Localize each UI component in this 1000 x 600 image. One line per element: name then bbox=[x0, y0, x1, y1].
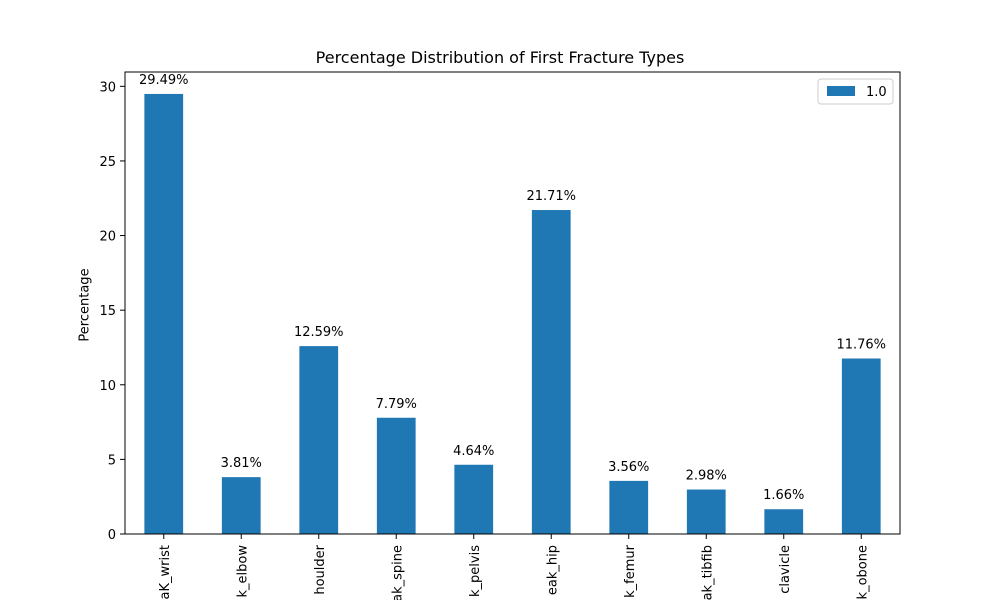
chart-title: Percentage Distribution of First Fractur… bbox=[315, 48, 685, 67]
x-tick-label: k_femur bbox=[623, 544, 638, 598]
y-tick-label: 15 bbox=[99, 304, 116, 319]
bar bbox=[609, 480, 649, 534]
y-tick-label: 20 bbox=[99, 230, 116, 245]
bar-value-label: 11.76% bbox=[836, 338, 886, 353]
bar-value-label: 21.71% bbox=[526, 189, 576, 204]
bar bbox=[144, 93, 184, 535]
legend: 1.0 bbox=[817, 78, 894, 105]
bar bbox=[764, 509, 804, 534]
x-tick-label: k_obone bbox=[855, 545, 870, 599]
x-tick-label: eak_hip bbox=[545, 545, 560, 595]
y-tick-label: 30 bbox=[99, 80, 116, 95]
y-axis: 0 5 10 15 20 25 30 bbox=[99, 80, 125, 543]
bar-value-label: 3.81% bbox=[221, 456, 262, 471]
x-axis: aK_wrist k_elbow houlder ak_spine k_pelvis ea… bbox=[158, 534, 870, 600]
bar bbox=[841, 358, 881, 534]
y-tick-label: 0 bbox=[108, 528, 116, 543]
x-tick-label: houlder bbox=[313, 544, 328, 594]
bar bbox=[686, 489, 726, 534]
bar-value-label: 12.59% bbox=[294, 325, 344, 340]
bar bbox=[221, 477, 261, 534]
bar-value-label: 29.49% bbox=[139, 73, 189, 88]
bar-value-label: 2.98% bbox=[686, 469, 727, 484]
legend-label: 1.0 bbox=[866, 85, 887, 100]
x-tick-label: aK_wrist bbox=[158, 545, 173, 599]
x-tick-label: ak_tibfib bbox=[700, 545, 715, 600]
legend-swatch bbox=[827, 86, 855, 96]
x-tick-label: k_pelvis bbox=[468, 545, 483, 597]
plot-frame bbox=[124, 71, 901, 535]
bar bbox=[454, 464, 494, 534]
bar bbox=[299, 346, 339, 534]
x-tick-label: k_elbow bbox=[235, 545, 250, 598]
legend-box bbox=[817, 78, 894, 105]
bar bbox=[531, 210, 571, 534]
bar bbox=[376, 417, 416, 534]
y-tick-label: 5 bbox=[108, 453, 116, 468]
bar-value-label: 4.64% bbox=[453, 444, 494, 459]
bars-group bbox=[144, 93, 881, 535]
bar-value-labels: 29.49% 3.81% 12.59% 7.79% 4.64% 21.71% 3.56% 2.… bbox=[139, 73, 886, 503]
x-tick-label: clavicle bbox=[778, 545, 793, 594]
bar-value-label: 1.66% bbox=[763, 488, 804, 503]
bar-value-label: 7.79% bbox=[376, 397, 417, 412]
y-tick-label: 10 bbox=[99, 379, 116, 394]
x-tick-label: ak_spine bbox=[390, 545, 405, 600]
y-tick-label: 25 bbox=[99, 155, 116, 170]
bar-value-label: 3.56% bbox=[608, 460, 649, 475]
